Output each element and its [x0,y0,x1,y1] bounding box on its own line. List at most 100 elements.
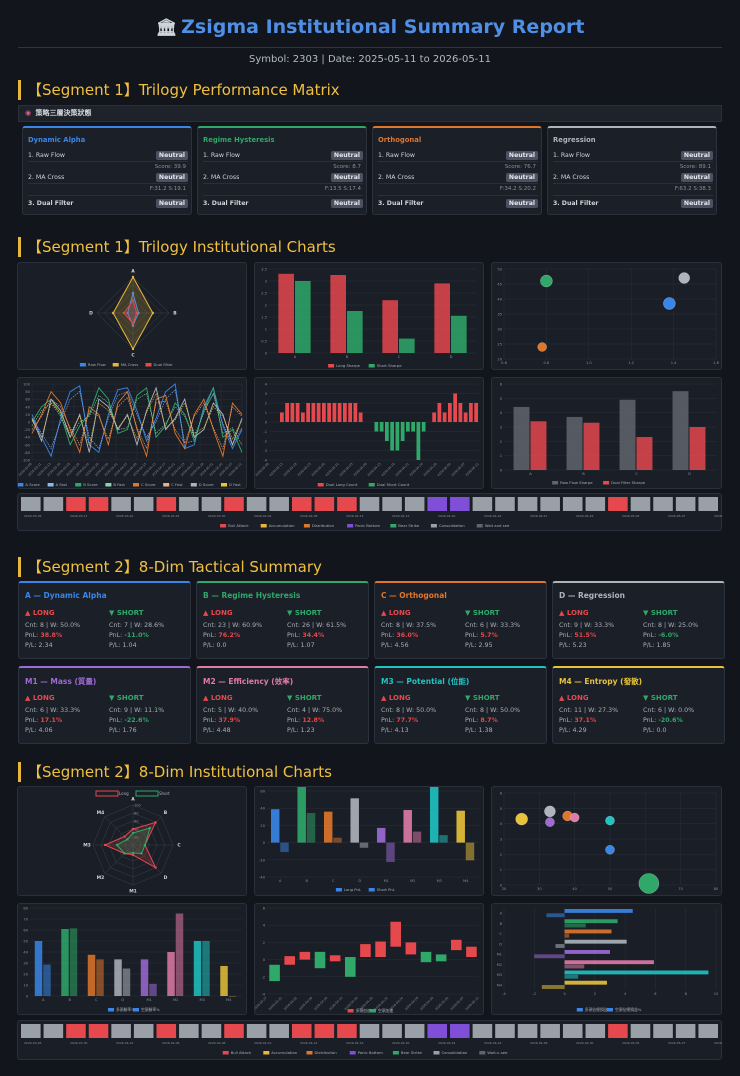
dim8-winrate-legend-label: 多頭勝率% [116,1007,135,1012]
trilogy-line-ytick: -80 [24,451,31,455]
pnl-value: 17.1% [40,717,63,724]
trilogy-count-xtick: 2026-04-21 [395,462,410,477]
trilogy-bubble-ytick: 30 [497,328,502,332]
dim8-winrate-ytick: 40 [23,951,28,955]
dim8-share-xtick: 0 [563,992,565,996]
trilogy-radar-axis-label: C [131,353,135,359]
trilogy-compare-bar [636,437,653,470]
matrix-score: Score: 8.7 [333,164,361,170]
pnl-value: 77.7% [396,717,419,724]
dim8-heat-date: 2026-04-10 [254,1041,272,1045]
dim8-pnl-bar [386,842,395,863]
long-column: ▲ LONG Cnt: 11 | W: 27.3% PnL: 37.1% P/L: 4… [559,694,639,736]
dim8-radar-axis-label: A [131,797,135,803]
trilogy-line-legend-label: D Score [199,482,214,487]
dim8-accel-bar [314,951,326,969]
dim8-share-xtick: -2 [533,992,537,996]
dim8-share-legend-swatch [576,1008,583,1012]
dim8-accel-bar [390,921,402,947]
dim8-pnl-bar [412,831,422,843]
trilogy-bubble-chart: 20 25 30 35 40 45 50 0.6 0.8 1.0 1.2 1.4 1.6 [491,262,722,370]
tactical-card-3: D — Regression ▲ LONG Cnt: 9 | W: 33.3% PnL… [552,581,725,659]
dim8-radar-point [103,843,107,847]
dim8-heat-legend-swatch [263,1051,270,1055]
trilogy-sharpe-ytick: 1 [265,328,267,332]
trilogy-line-ytick: 40 [25,405,30,409]
trilogy-heat-cell [21,497,41,511]
trilogy-sharpe-bar [382,300,398,353]
dim8-winrate-xtick: A [42,998,45,1002]
pf-ratio: P/L: 1.04 [109,642,137,649]
dim8-heat-cell [111,1024,131,1038]
dim8-winrate-bar [114,959,122,996]
matrix-row-label: 1. Raw Flow [203,152,240,159]
tactical-card-4: M1 — Mass (質量) ▲ LONG Cnt: 6 | W: 33.3% PnL… [18,666,191,744]
trilogy-line-ytick: 100 [23,383,31,387]
dim8-share-bar [564,970,709,975]
dim8-radar-point [123,852,126,855]
matrix-banner: ◉ 策略三層決策狀態 [18,105,722,122]
dim8-radar-axis-label: M4 [97,810,105,816]
dim8-heat-cell [43,1024,64,1038]
dim8-share-bar [564,909,633,913]
dim8-share-xtick: 4 [624,992,627,996]
dim8-winrate-bar [149,983,157,996]
trilogy-radar-legend-swatch [112,363,119,367]
tactical-card-title: M3 — Potential (位能) [381,677,470,686]
trilogy-radar-point [131,322,135,325]
dim8-accel-bar [450,939,462,951]
dim8-accel-chart: -4 -2 0 2 4 6 2026-03-27 2026-03-31 2026-04-02 20… [253,903,484,1015]
trilogy-line-ytick: 0 [28,421,31,425]
dim8-bubble-ytick: 6 [500,792,503,796]
trilogy-heat-date: 2026-04-15 [392,514,410,518]
tactical-card-title: C — Orthogonal [381,591,447,600]
trilogy-heat-cell [111,497,131,511]
dim8-accel-ytick: -2 [261,975,265,979]
dim8-pnl-bar [429,775,439,843]
trilogy-sharpe-legend-swatch [368,364,375,368]
trilogy-heat-date: 2026-03-30 [208,514,226,518]
trilogy-count-ytick: -2 [263,440,267,444]
trilogy-compare-bar [689,427,706,470]
trilogy-sharpe-compare-chart-svg: 0 1 2 3 4 5 6 A B C D Raw Flow Sharpe Dual Filter Sh… [500,383,716,485]
dim8-pnl-ytick: 60 [260,790,265,794]
trilogy-count-xtick: 2026-05-04 [437,462,452,477]
trilogy-heat-date: 2026-03-25 [162,514,180,518]
trilogy-count-bar [311,403,316,422]
trilogy-heat-cell [133,497,154,511]
dim8-regime-heatmap-svg: 2026-03-26 2026-03-30 2026-04-01 2026-04-06… [21,1024,732,1055]
dim8-accel-xtick: 2026-04-28 [404,996,419,1011]
pf-ratio: P/L: 0.0 [643,727,667,734]
trilogy-bubble-ytick: 25 [497,343,502,347]
trilogy-heat-legend-label: Bull Attack [228,523,249,528]
trilogy-heat-cell [269,497,289,511]
dim8-winrate-xtick: M1 [147,998,152,1002]
trilogy-compare-legend-swatch [603,481,610,485]
trilogy-line-ytick: 60 [25,398,30,402]
trilogy-sharpe-bar [295,281,311,353]
count-winrate: Cnt: 8 | W: 50.0% [25,622,81,629]
dim8-share-bar [564,964,585,969]
long-heading: ▲ LONG [203,694,233,702]
trilogy-count-bar [290,403,295,422]
trilogy-sharpe-ytick: 2.5 [261,292,267,296]
trilogy-heat-legend-swatch [430,524,437,528]
count-winrate: Cnt: 5 | W: 40.0% [203,707,259,714]
dim8-heat-date: 2026-04-08 [208,1041,226,1045]
matrix-card-2: Orthogonal 1. Raw Flow Neutral 2. MA Cross N… [372,126,542,215]
dim8-radar-radial-tick: 40 [134,828,138,832]
trilogy-line-legend-swatch [17,483,24,487]
trilogy-count-bar [295,403,300,422]
pnl-label: PnL: [25,632,41,639]
trilogy-count-xtick: 2026-04-16 [381,462,396,477]
matrix-row-label: 2. MA Cross [203,174,240,181]
trilogy-radar-point [135,311,138,315]
trilogy-radar-axis-label: D [89,311,93,317]
trilogy-count-bar [280,412,284,422]
dim8-bubble-point [545,817,555,827]
trilogy-count-bar [327,403,331,422]
long-column: ▲ LONG Cnt: 8 | W: 37.5% PnL: 36.0% P/L: 4.… [381,609,461,651]
trilogy-line-legend-swatch [190,483,197,487]
trilogy-compare-xtick: C [635,472,638,476]
